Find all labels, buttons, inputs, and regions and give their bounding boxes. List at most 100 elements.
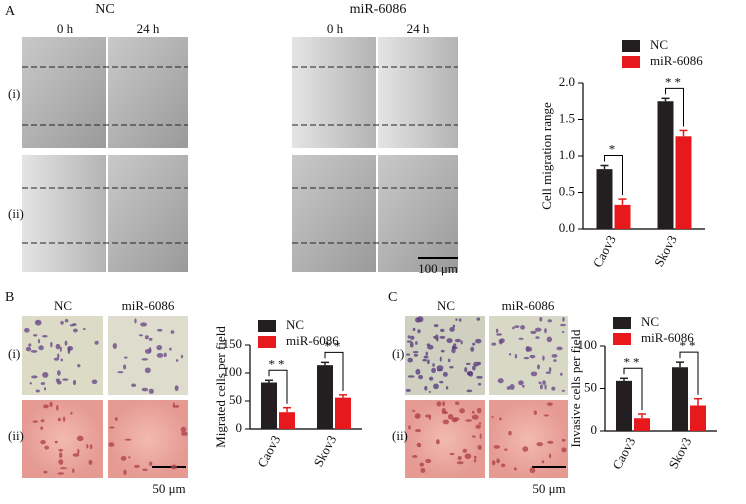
cell [473,458,477,463]
row-label: (ii) [8,428,24,443]
cell [409,335,415,340]
cell [475,424,481,429]
cell [163,352,167,358]
legend-swatch [613,333,631,345]
y-tick-label: 0.5 [559,183,575,198]
cell [72,328,78,333]
cell [530,330,537,334]
cell [441,407,447,414]
cell [424,385,428,391]
cell [58,459,64,465]
cell [436,368,443,372]
bar [279,412,295,429]
cell [529,467,536,474]
micrograph [22,155,106,272]
cell [134,318,137,324]
cell [412,409,416,412]
legend-label: NC [286,317,304,332]
cell [57,417,61,422]
significance-bracket [679,351,699,395]
cell [43,470,48,474]
cell [33,334,38,337]
cell [436,401,442,407]
cell [493,445,501,449]
cell [546,336,553,343]
legend-swatch [622,40,640,52]
cell [476,375,483,379]
cell [544,328,547,334]
cell [548,367,552,373]
cell [464,367,468,373]
cell [144,348,152,354]
cell [508,430,512,436]
cell [112,342,117,349]
cell [82,327,86,330]
cell [62,378,69,381]
cell [156,353,164,358]
row-label: (ii) [8,206,24,221]
cell [504,448,508,451]
time-label: 24 h [407,21,430,36]
cell [476,317,481,321]
cell [64,340,68,346]
cell [434,334,439,341]
cell [561,389,565,392]
cell [445,386,449,390]
cell [141,387,149,392]
cell [57,353,60,359]
micrograph [108,37,188,148]
significance-label: ** [269,356,288,371]
cell [109,426,115,429]
cell [77,448,80,455]
cell [40,440,46,445]
cell [140,322,148,327]
cell [124,356,128,359]
scale-label: 50 μm [532,481,565,496]
cell [57,472,65,475]
cell [149,461,153,466]
legend-label: NC [641,314,659,329]
micrograph [292,37,376,148]
cell [67,348,71,355]
significance-label: ** [665,74,684,89]
cell [471,414,479,420]
cell [543,414,550,417]
cell [451,347,456,354]
bar [596,169,613,229]
cell [440,328,445,333]
bar [317,365,333,429]
cell [514,325,520,329]
cell [428,390,431,393]
cell [499,338,505,344]
cell [43,404,49,409]
cell [31,375,38,379]
cell [412,327,416,332]
cell [58,452,63,459]
cell [407,335,411,339]
y-tick-label: 100 [223,364,243,379]
cell-texture [24,316,567,476]
cell [427,359,430,365]
cell [553,359,557,362]
cell [449,327,455,332]
cell [546,402,553,406]
cell [72,379,77,386]
micrograph [22,37,106,148]
cell [180,354,184,359]
cell [452,417,460,422]
significance-bracket [623,367,643,410]
cell [471,410,475,414]
cell [170,330,175,334]
cell [439,335,446,339]
cell [43,387,47,391]
cell [501,463,506,468]
cell [60,358,64,362]
cell [545,371,552,375]
cell [44,445,50,450]
legend-swatch [622,56,640,68]
cell [32,420,39,423]
cell [458,318,462,322]
bar [657,101,674,229]
micrograph [378,37,458,148]
cell [459,408,465,414]
